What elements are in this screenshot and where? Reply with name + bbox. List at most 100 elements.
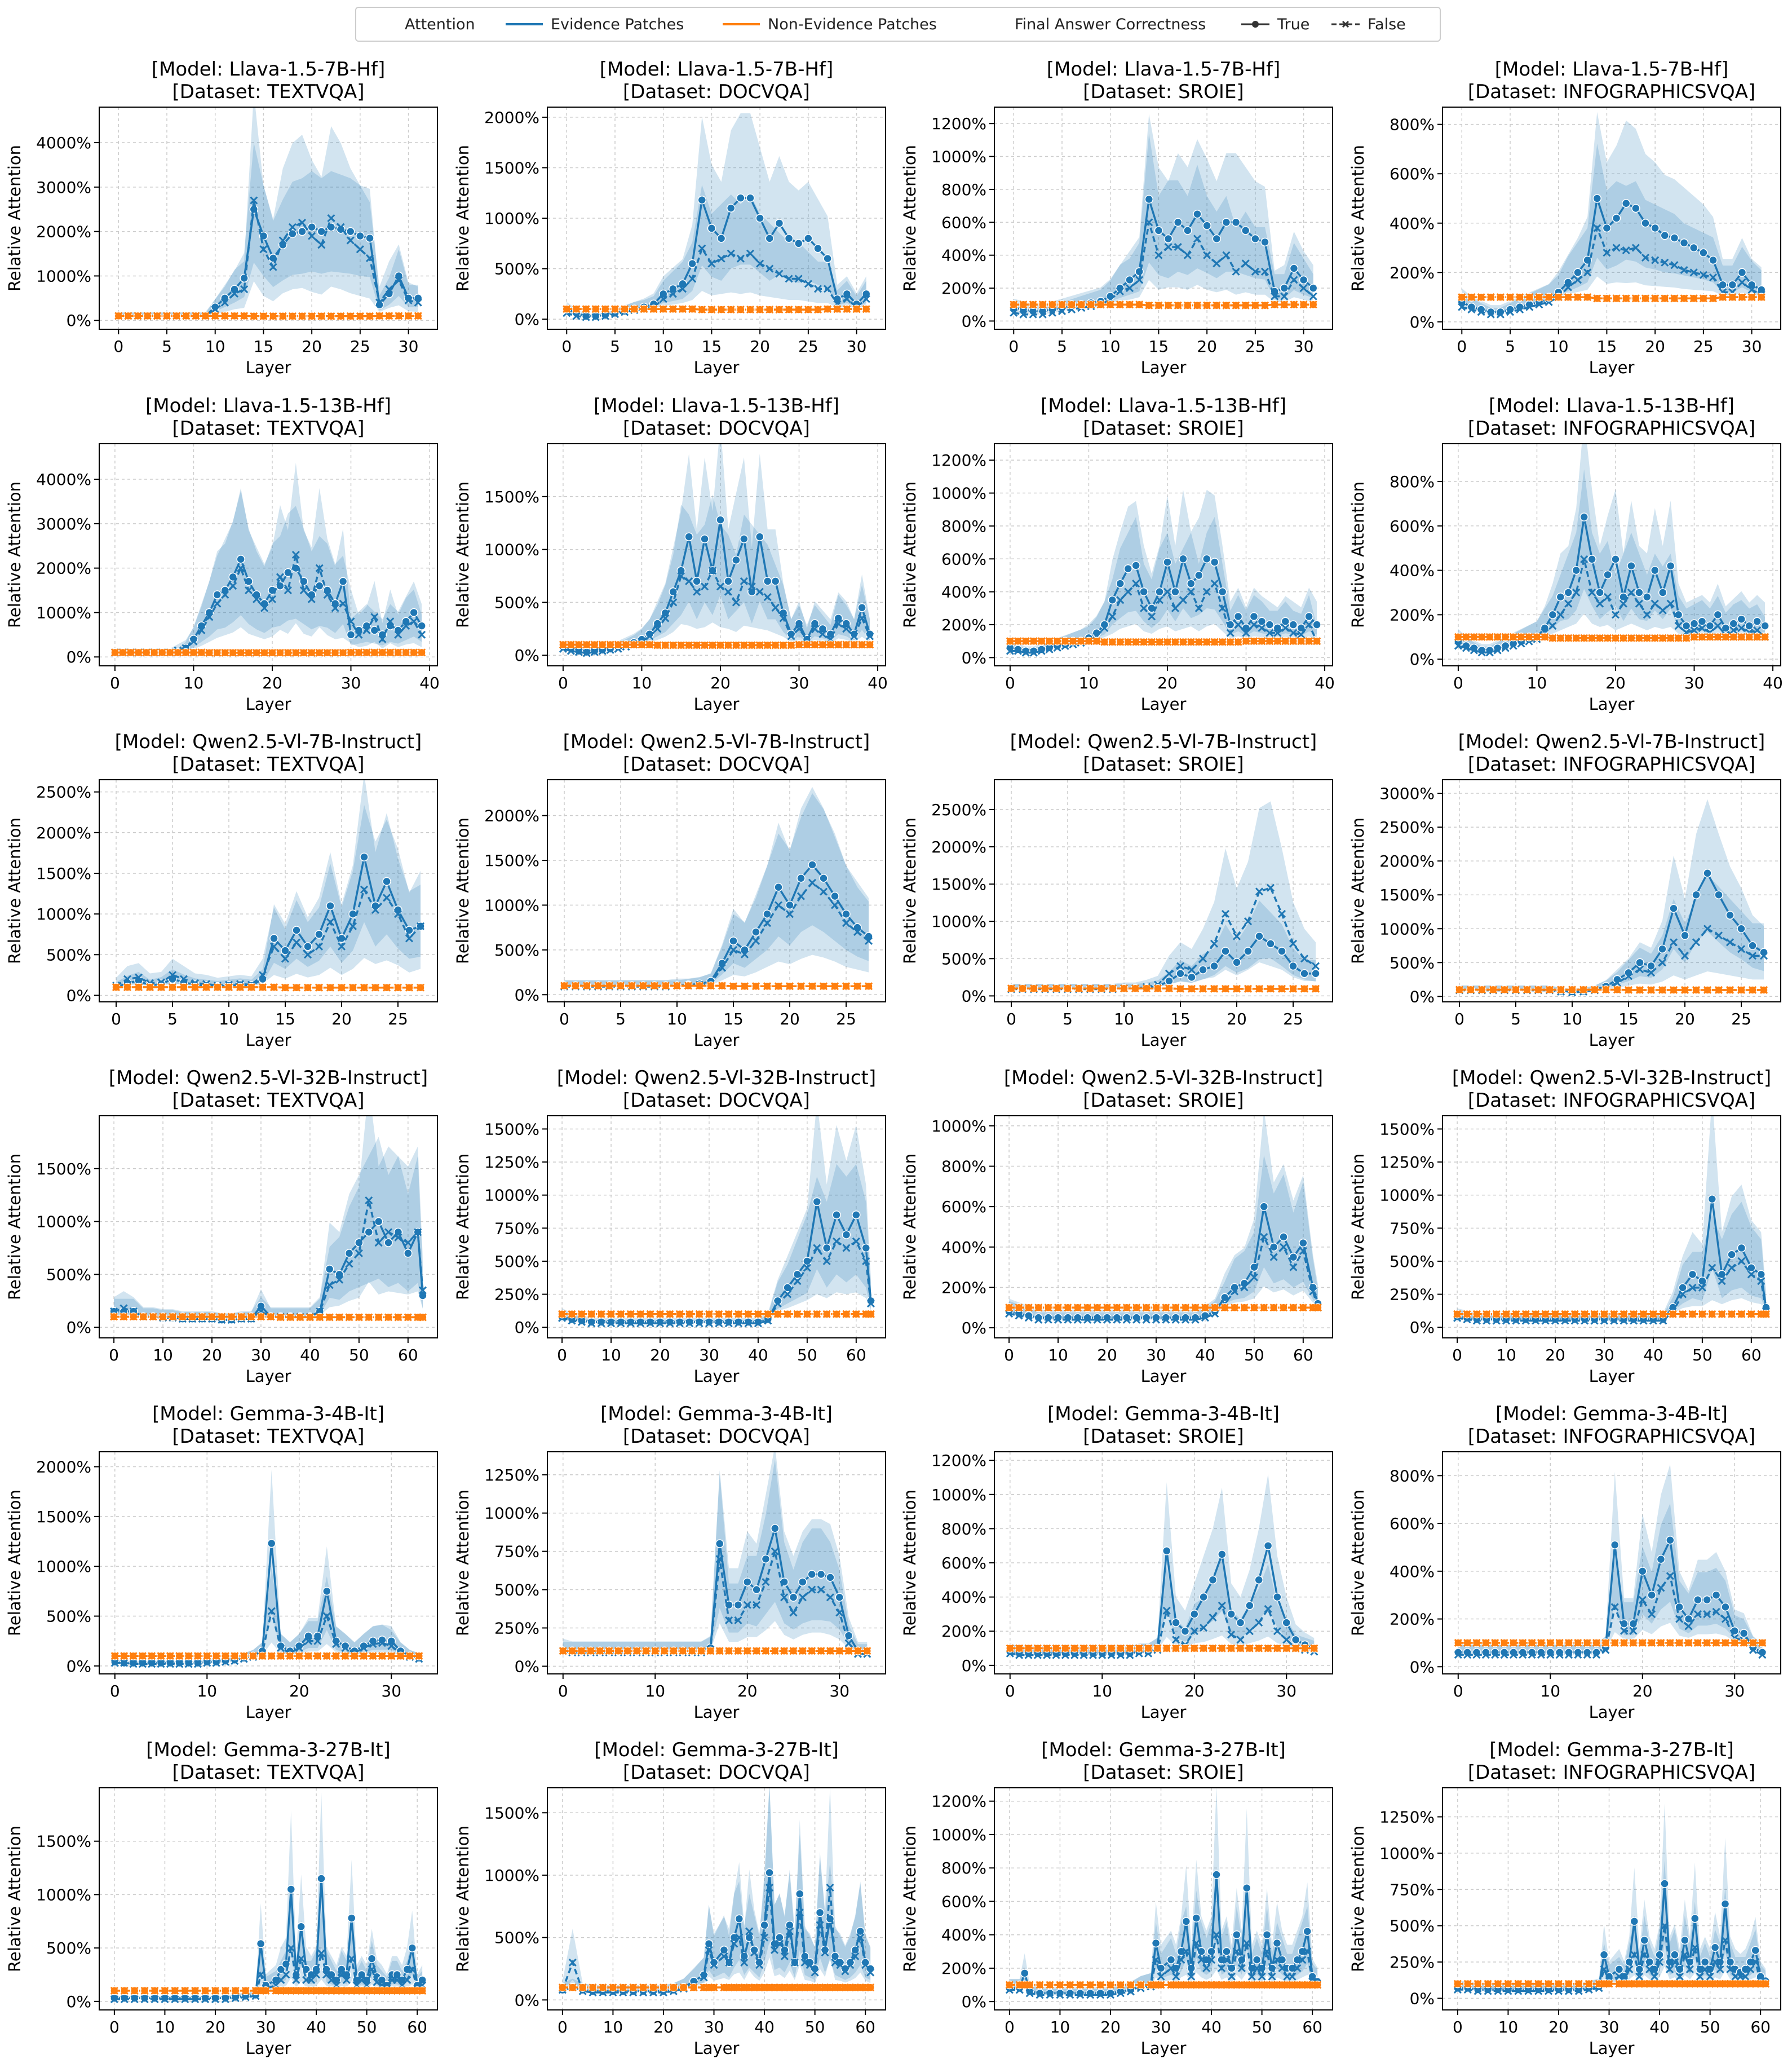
data-point [577, 1647, 586, 1655]
data-point [1698, 624, 1706, 633]
data-point [1612, 214, 1621, 223]
y-axis-label: Relative Attention [900, 1154, 919, 1300]
x-tick-label: 30 [699, 1346, 719, 1364]
data-point [717, 306, 725, 314]
data-point [299, 648, 308, 657]
x-tick-label: 20 [1157, 674, 1178, 692]
subplot-title: [Model: Gemma-3-27B-It] [146, 1739, 391, 1761]
data-point [1303, 1947, 1312, 1956]
data-point [1108, 984, 1117, 993]
subplot-8: [Model: Qwen2.5-Vl-7B-Instruct][Dataset:… [5, 731, 438, 1050]
data-point [1620, 1310, 1628, 1318]
data-point [307, 223, 316, 232]
data-point [1176, 962, 1185, 970]
data-point [1221, 984, 1230, 993]
data-point [1120, 984, 1129, 993]
data-point [616, 1318, 626, 1327]
data-point [1218, 1601, 1226, 1610]
data-point [1172, 1972, 1180, 1981]
data-point [1096, 301, 1105, 309]
data-point [1171, 604, 1179, 612]
data-point [716, 234, 726, 243]
data-point [1762, 1310, 1770, 1318]
data-point [1210, 638, 1219, 646]
subplot-title: [Model: Qwen2.5-Vl-32B-Instruct] [557, 1067, 876, 1089]
data-point [736, 306, 745, 314]
subplot-title: [Model: Gemma-3-27B-It] [1489, 1739, 1734, 1761]
data-point [418, 1286, 427, 1294]
data-point [1581, 1310, 1589, 1318]
data-point [1753, 617, 1762, 626]
data-point [269, 942, 278, 951]
data-point [1116, 301, 1124, 309]
data-point [780, 1952, 789, 1960]
y-tick-label: 1000% [36, 603, 91, 622]
data-point [1703, 925, 1712, 933]
data-point [1171, 587, 1180, 596]
x-tick-label: 0 [109, 1346, 119, 1364]
confidence-band [563, 1459, 868, 1654]
data-point [1221, 909, 1230, 918]
data-point [365, 1313, 373, 1322]
data-point [403, 1976, 412, 1985]
data-point [269, 934, 278, 943]
data-point [1486, 310, 1495, 319]
y-tick-label: 1250% [1379, 1808, 1435, 1827]
y-tick-label: 250% [1390, 1285, 1435, 1304]
subplot-title: [Model: Qwen2.5-Vl-7B-Instruct] [563, 731, 870, 753]
data-point [826, 1573, 835, 1582]
confidence-band [1011, 801, 1316, 989]
y-tick-label: 750% [494, 1219, 539, 1238]
data-point [567, 640, 575, 649]
y-axis-label: Relative Attention [453, 145, 472, 291]
data-point [1038, 301, 1047, 309]
data-point [322, 1587, 331, 1596]
data-point [785, 1927, 794, 1936]
data-point [1171, 1315, 1180, 1324]
data-point [1103, 1303, 1112, 1312]
confidence-band [1009, 1155, 1318, 1320]
data-point [716, 641, 725, 649]
data-point [1458, 303, 1466, 311]
data-point [396, 1652, 405, 1660]
data-point [695, 982, 704, 990]
data-point [1525, 293, 1534, 302]
data-point [692, 577, 701, 586]
data-point [1244, 984, 1253, 993]
data-point [810, 619, 820, 628]
data-point [1630, 1310, 1638, 1318]
subplot-5: [Model: Llava-1.5-13B-Hf][Dataset: DOCVQ… [453, 395, 888, 714]
data-point [1721, 1615, 1729, 1623]
data-point [370, 613, 379, 621]
data-point [110, 1995, 118, 2004]
data-point [258, 1652, 267, 1660]
plot-frame [1442, 1787, 1781, 2010]
subplot-22: [Model: Gemma-3-27B-It][Dataset: SROIE]0… [900, 1739, 1333, 2058]
subplot-subtitle: [Dataset: SROIE] [1083, 753, 1244, 776]
series-group [110, 462, 426, 657]
data-point [725, 1616, 733, 1624]
data-point [332, 1640, 340, 1649]
data-point [1079, 1644, 1088, 1652]
data-point [1116, 1651, 1125, 1659]
data-point [277, 1643, 285, 1652]
data-point [1029, 637, 1038, 646]
data-point [1176, 969, 1185, 978]
data-point [645, 640, 654, 649]
data-point [626, 1319, 635, 1328]
data-point [1052, 1644, 1060, 1652]
data-point [1709, 294, 1718, 303]
y-tick-label: 1250% [484, 1466, 539, 1484]
data-point [1484, 1979, 1492, 1988]
data-point [346, 236, 355, 245]
data-point [212, 1652, 220, 1660]
data-point [1210, 984, 1219, 993]
data-point [706, 982, 715, 990]
data-point [1643, 611, 1651, 619]
series-line [1459, 988, 1764, 991]
data-point [1472, 1316, 1481, 1325]
data-point [771, 1547, 779, 1556]
data-point [1262, 1930, 1272, 1939]
data-point [659, 305, 667, 313]
x-axis-label: Layer [246, 2039, 291, 2058]
